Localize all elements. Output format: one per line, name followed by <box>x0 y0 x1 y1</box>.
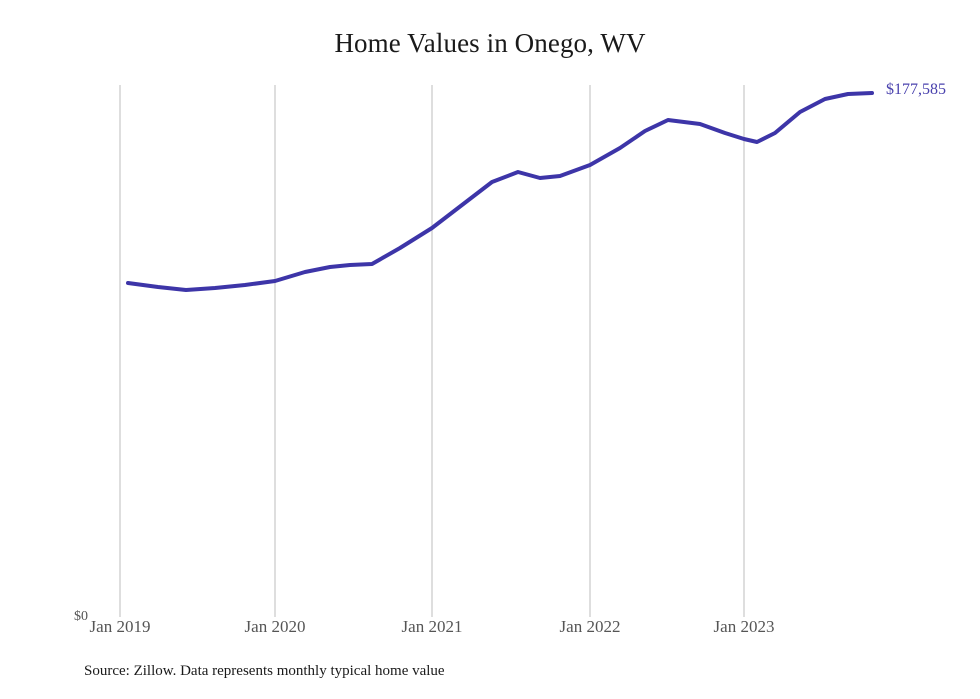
x-tick-label-jan-2022: Jan 2022 <box>559 617 621 636</box>
x-tick-label-jan-2020: Jan 2020 <box>244 617 306 636</box>
plot-area: Jan 2019 Jan 2020 Jan 2021 Jan 2022 Jan … <box>74 81 946 636</box>
home-value-series-line <box>126 91 874 292</box>
end-value-annotation: $177,585 <box>886 81 946 98</box>
source-note: Source: Zillow. Data represents monthly … <box>84 663 445 679</box>
y-axis-zero-label: $0 <box>74 609 88 624</box>
x-tick-label-jan-2019: Jan 2019 <box>89 617 151 636</box>
gridlines <box>119 85 745 617</box>
x-tick-label-jan-2021: Jan 2021 <box>401 617 463 636</box>
x-tick-label-jan-2023: Jan 2023 <box>713 617 775 636</box>
plot-svg <box>119 85 874 617</box>
page-title: Home Values in Onego, WV <box>334 28 646 58</box>
